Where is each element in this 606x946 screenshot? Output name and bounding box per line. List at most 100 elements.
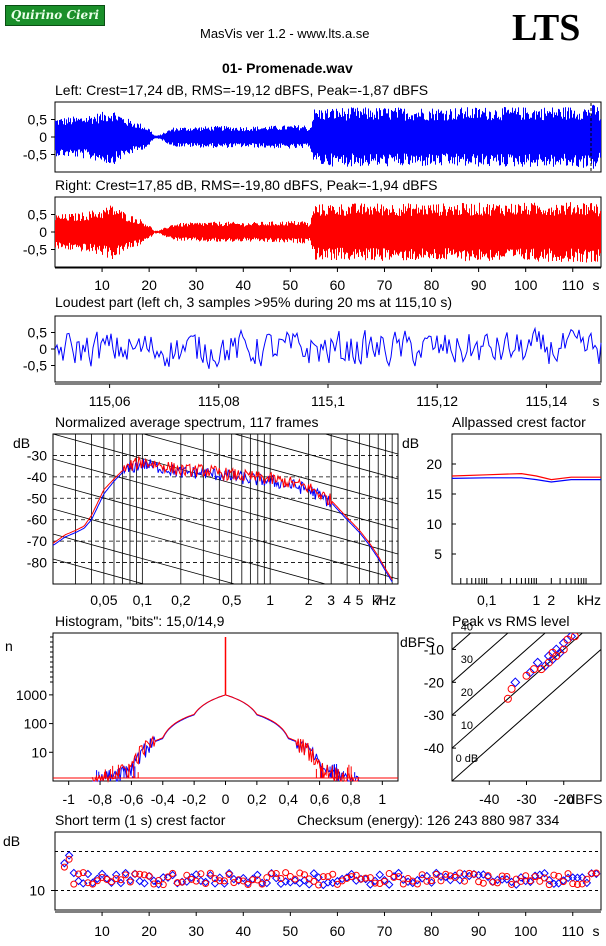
shortterm-point-right [588,870,596,878]
shortterm-point-left [253,870,262,880]
spectrum-slope-line [53,483,398,580]
spectrum-ylabel: dB [13,435,30,451]
peakrms-diagonal-label: 20 [461,687,473,699]
shortterm-point-right [282,869,290,877]
peakrms-point-left [540,660,551,671]
shortterm-point-right [173,879,181,887]
shortterm-point-right [272,870,280,878]
peakrms-ytick-label: -40 [424,740,444,756]
shortterm-xtick-label: 30 [188,923,204,939]
short-term-title: Short term (1 s) crest factor [55,812,226,828]
shortterm-point-right [75,870,83,878]
shortterm-point-right [140,871,148,879]
shortterm-point-right [136,870,144,878]
shortterm-point-right [531,873,539,881]
spectrum-slope-line [233,434,398,480]
loudest-ytick-label: -0,5 [23,358,47,374]
shortterm-ytick-label: 10 [29,883,45,899]
histogram-ytick-label: 100 [24,716,48,732]
shortterm-point-right [484,872,492,880]
wave_right-xtick-label: 30 [188,277,204,293]
shortterm-point-right [155,876,163,884]
wave_right-xtick-label: 80 [424,277,440,293]
spectrum-slope-line [323,434,398,455]
file-name: 01- Promenade.wav [222,60,353,76]
wave_right-ytick-label: 0 [39,224,47,240]
allpass-frame [451,433,602,585]
histogram-series-left [92,694,360,782]
shortterm-point-right [131,870,139,878]
shortterm-point-right [98,873,106,881]
peakrms-point-right [522,671,531,680]
shortterm-point-left [432,868,441,878]
allpass-title: Allpassed crest factor [452,414,586,430]
shortterm-point-right [541,874,549,882]
peakrms-diagonal-label: 10 [461,720,473,732]
shortterm-point-right [159,881,167,889]
shortterm-point-right [578,880,586,888]
shortterm-point-right [263,874,271,882]
shortterm-point-left [573,873,582,883]
left-waveform-title: Left: Crest=17,24 dB, RMS=-19,12 dBFS, P… [55,82,429,98]
peakrms-ylabel: dBFS [400,634,435,650]
peakrms-point-left [558,637,569,648]
shortterm-point-right [300,871,308,879]
right-waveform-title: Right: Crest=17,85 dB, RMS=-19,80 dBFS, … [55,177,438,193]
shortterm-point-right [508,880,516,888]
loudest-ytick-label: 0,5 [28,325,48,341]
shortterm-point-right [65,855,73,863]
spectrum-xtick-label: 4 [343,592,351,608]
wave_right-xtick-label: 100 [514,277,538,293]
wave_right-xtick-label: 50 [283,277,299,293]
peakrms-point-left [555,647,565,658]
shortterm-xtick-label: 70 [377,923,393,939]
loudest-xtick-label: 115,08 [198,393,240,409]
shortterm-point-right [380,877,388,885]
shortterm-point-right [202,880,210,888]
shortterm-point-right [489,878,497,886]
shortterm-xtick-label: 80 [424,923,440,939]
shortterm-point-right [569,880,577,888]
shortterm-point-right [465,869,473,877]
peakrms-point-right [548,648,557,657]
histogram-xtick-label: -0,2 [182,791,206,807]
shortterm-point-right [343,874,351,882]
wave_right-xtick-label: 90 [471,277,487,293]
histogram-ylabel: n [5,638,13,654]
shortterm-point-right [239,877,247,885]
spectrum-slope-line [53,508,327,584]
shortterm-point-left [140,879,149,888]
spectrum-ytick-label: -30 [27,447,47,463]
loudest-ytick-label: 0 [39,341,47,357]
shortterm-point-right [461,877,468,885]
spectrum-slope-line [53,558,146,584]
shortterm-point-right [371,879,379,887]
loudest-signal [54,326,602,369]
shortterm-point-right [456,869,464,877]
loudest-xtick-label: 115,06 [89,393,131,409]
shortterm-point-right [545,881,553,889]
shortterm-xtick-label: 20 [141,923,157,939]
shortterm-point-left [121,868,130,878]
peakrms-diagonal [452,648,601,781]
shortterm-point-right [89,880,97,888]
allpass-ytick-label: 5 [434,546,442,562]
spectrum-slope-line [53,259,398,354]
shortterm-point-right [428,877,436,885]
histogram-xtick-label: 1 [378,791,386,807]
shortterm-point-right [206,869,214,877]
shortterm-point-left [394,868,403,878]
shortterm-point-right [498,872,506,880]
spectrum-slope-line [142,434,398,505]
spectrum-slope-line [53,458,398,555]
spectrum-xtick-label: 5 [356,592,364,608]
shortterm-point-left [97,869,107,879]
shortterm-point-left [323,878,333,887]
spectrum-xtick-label: 0,5 [222,592,242,608]
shortterm-point-right [526,877,534,885]
shortterm-point-right [399,880,407,888]
shortterm-xtick-label: 110 [562,923,585,939]
loudest-xtick-label: 115,1 [311,393,345,409]
shortterm-point-right [60,863,68,871]
